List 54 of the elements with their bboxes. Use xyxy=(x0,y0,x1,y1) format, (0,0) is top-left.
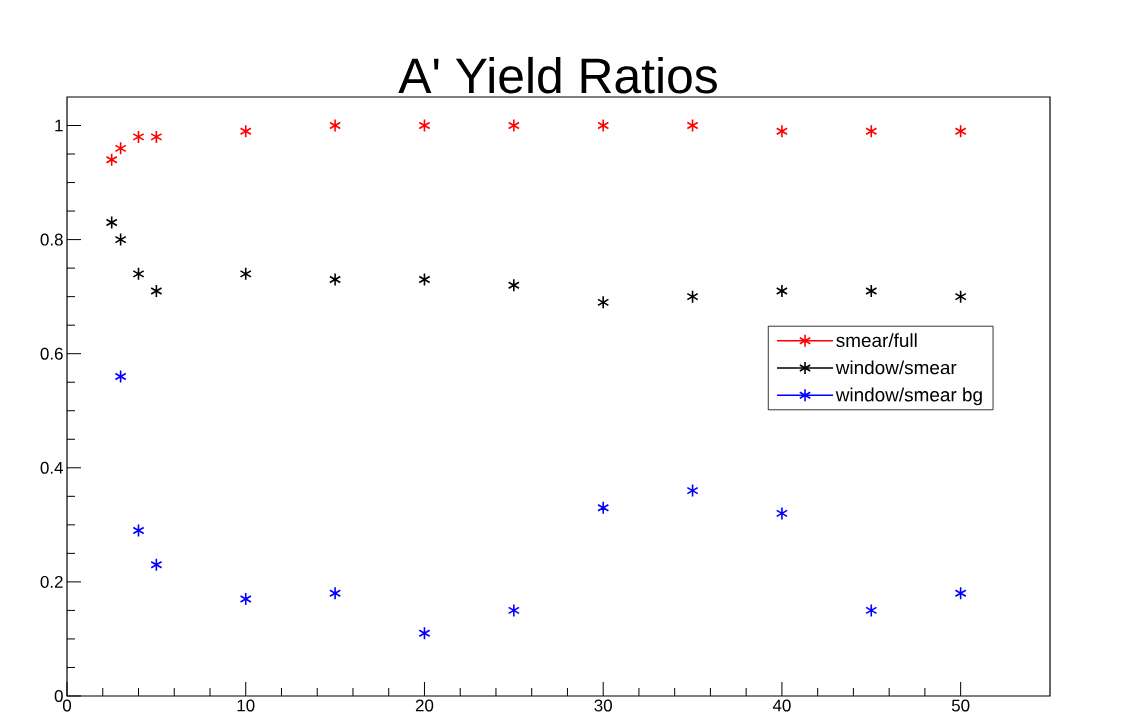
point xyxy=(329,118,342,133)
point xyxy=(507,118,520,133)
chart-title: A' Yield Ratios xyxy=(398,56,717,94)
point xyxy=(239,592,252,606)
y-tick-label: 0 xyxy=(54,689,63,702)
point xyxy=(775,284,788,298)
point xyxy=(686,483,699,498)
legend-label: window/smear bg xyxy=(835,387,982,406)
point xyxy=(150,130,163,144)
point xyxy=(507,278,520,293)
x-tick-label: 0 xyxy=(62,699,72,712)
point xyxy=(114,369,127,384)
point xyxy=(954,586,967,601)
point xyxy=(132,130,145,144)
point xyxy=(865,284,878,298)
point xyxy=(775,124,788,139)
point xyxy=(105,152,118,167)
point xyxy=(775,506,788,521)
point xyxy=(865,124,878,139)
x-tick-label: 20 xyxy=(415,699,434,712)
point xyxy=(686,118,699,133)
legend-label: smear/full xyxy=(836,333,917,348)
point xyxy=(418,626,431,641)
y-tick-label: 0.2 xyxy=(40,575,63,588)
point xyxy=(132,523,145,538)
point xyxy=(329,586,342,601)
point xyxy=(114,141,127,156)
y-tick-label: 1 xyxy=(55,119,63,132)
point xyxy=(954,124,967,139)
point xyxy=(954,289,967,304)
x-tick-label: 10 xyxy=(237,699,255,712)
point xyxy=(105,215,118,230)
x-tick-label: 50 xyxy=(951,699,970,712)
point xyxy=(507,603,520,618)
point xyxy=(150,284,163,298)
point xyxy=(418,118,431,133)
point xyxy=(239,267,252,281)
point xyxy=(597,500,610,515)
point xyxy=(329,272,342,287)
point xyxy=(686,289,699,304)
y-tick-label: 0.6 xyxy=(40,347,63,360)
legend-label: window/smear xyxy=(835,360,957,375)
x-tick-label: 40 xyxy=(772,699,791,712)
point xyxy=(597,118,610,133)
point xyxy=(239,124,252,139)
point xyxy=(418,272,431,287)
point xyxy=(150,557,163,572)
point xyxy=(865,603,878,618)
point xyxy=(597,295,610,310)
point xyxy=(132,267,145,281)
y-tick-label: 0.8 xyxy=(40,233,63,246)
y-tick-label: 0.4 xyxy=(40,461,63,474)
point xyxy=(114,232,127,247)
x-tick-label: 30 xyxy=(594,699,612,712)
